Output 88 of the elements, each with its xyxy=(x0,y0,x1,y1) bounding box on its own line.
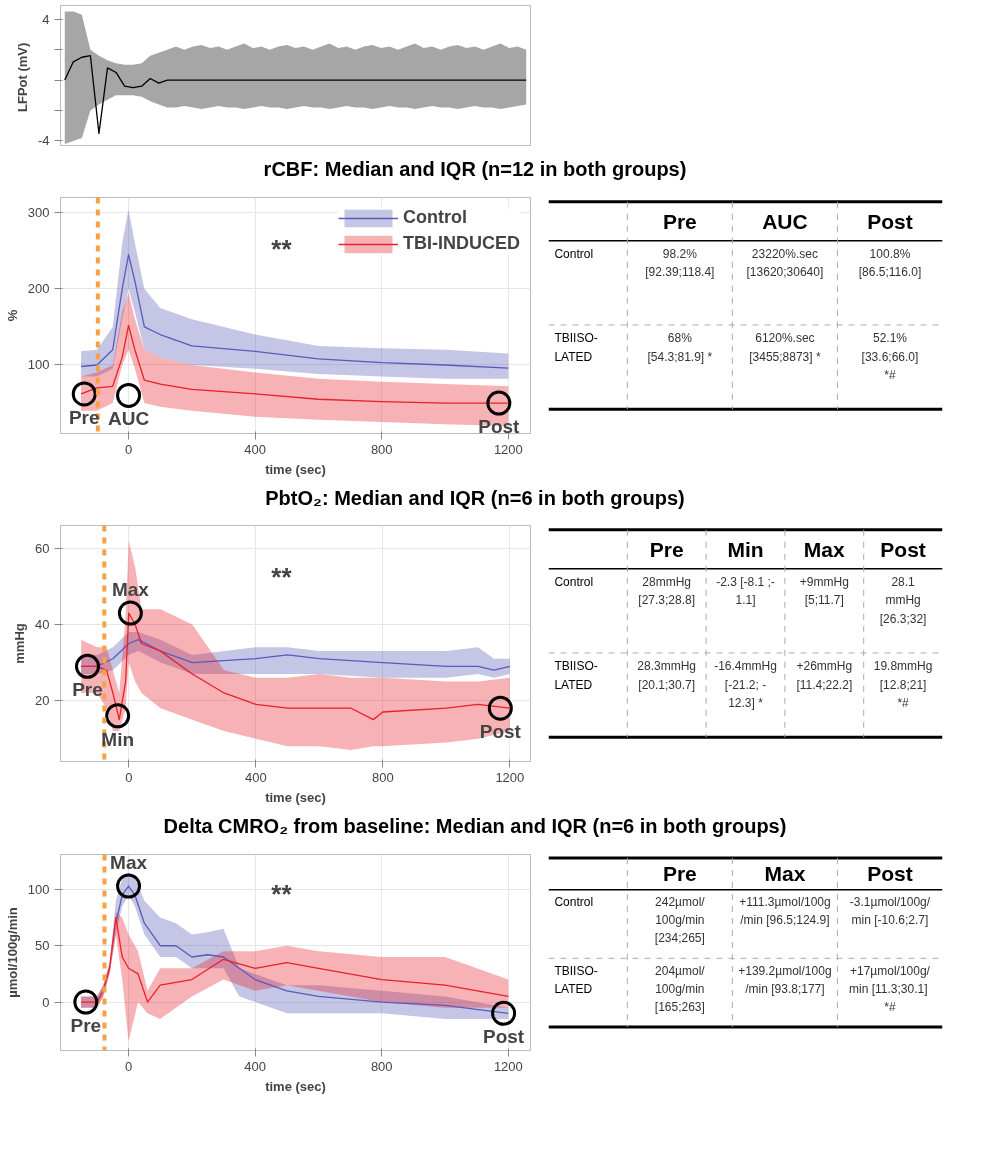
text: +17µmol/100g/ min [11.3;30.1] *# xyxy=(849,963,930,1014)
x-tick-label: 0 xyxy=(124,441,133,457)
text: 98.2% [92.39;118.4] xyxy=(645,246,715,279)
x-tick-label: 1200 xyxy=(495,769,525,785)
text: 100.8% [86.5;116.0] xyxy=(858,246,922,279)
x-tick-label: 800 xyxy=(370,1058,393,1074)
annotation: Pre xyxy=(72,679,103,701)
x-tick-label: 1200 xyxy=(493,441,523,457)
y-axis-title: µmol/100g/min xyxy=(4,906,20,998)
annotation: Min xyxy=(101,728,135,750)
category-label: Pre xyxy=(649,537,684,561)
category-label: Max xyxy=(764,862,806,886)
text: 19.8mmHg [12.8;21] *# xyxy=(873,659,933,710)
annotation: Post xyxy=(479,721,522,743)
annotation: Max xyxy=(111,579,150,601)
y-tick-label: 40 xyxy=(35,617,50,633)
x-tick-label: 800 xyxy=(370,441,393,457)
category-label: Min xyxy=(727,537,764,561)
category-label: TBIISO- LATED xyxy=(554,330,598,364)
text: 28mmHg [27.3;28.8] xyxy=(638,575,696,608)
x-tick-label: 400 xyxy=(244,1058,266,1074)
text: +111.3µmol/100g /min [96.5;124.9] xyxy=(739,894,831,927)
category-label: Pre xyxy=(662,862,697,886)
text: -2.3 [-8.1 ;- 1.1] xyxy=(716,575,775,608)
line-series xyxy=(80,916,509,1003)
legend-label: Control xyxy=(403,207,467,229)
category-label: AUC xyxy=(762,209,808,233)
annotation: AUC xyxy=(107,408,150,429)
text: +139.2µmol/100g /min [93.8;177] xyxy=(738,963,832,996)
category-label: Post xyxy=(867,862,913,886)
y-tick-label: 0 xyxy=(42,994,50,1010)
x-tick-label: 800 xyxy=(371,769,394,785)
y-tick-label: 20 xyxy=(35,693,50,709)
category-label: Max xyxy=(803,537,846,561)
y-tick-label: -4 xyxy=(37,133,50,149)
y-tick-label: 100 xyxy=(27,881,50,897)
chart-title: Delta CMRO₂ from baseline: Median and IQR (n=6 in both groups) xyxy=(163,814,787,840)
y-tick-label: 50 xyxy=(35,937,50,953)
text: -3.1µmol/100g/ min [-10.6;2.7] xyxy=(849,894,931,927)
category-label: Control xyxy=(554,246,594,261)
category-label: Post xyxy=(867,209,913,233)
y-tick-label: 60 xyxy=(35,540,50,556)
line-series xyxy=(80,324,509,404)
category-label: Control xyxy=(554,894,594,909)
category-label: Control xyxy=(554,575,594,590)
annotation: Post xyxy=(478,415,521,437)
category-label: TBIISO- LATED xyxy=(554,963,598,996)
text: -16.4mmHg [-21.2; - 12.3] * xyxy=(714,659,777,710)
y-tick-label: 100 xyxy=(27,357,50,373)
y-tick-label: 4 xyxy=(42,11,50,27)
y-axis-title: mmHg xyxy=(12,623,28,664)
text: +26mmHg [11.4;22.2] xyxy=(796,659,853,692)
text: 6120%.sec [3455;8873] * xyxy=(749,330,821,364)
chart-title: rCBF: Median and IQR (n=12 in both groups) xyxy=(263,157,687,182)
text: 23220%.sec [13620;30640] xyxy=(746,246,824,279)
annotation: ** xyxy=(271,233,293,264)
text: 204µmol/ 100g/min [165;263] xyxy=(654,963,705,1014)
text: 52.1% [33.6;66.0] *# xyxy=(861,330,919,382)
annotation: Pre xyxy=(68,406,100,428)
text: +9mmHg [5;11.7] xyxy=(799,575,849,608)
y-tick-label: 200 xyxy=(27,280,50,296)
annotation: Pre xyxy=(70,1014,102,1036)
text: 68% [54.3;81.9] * xyxy=(647,330,713,364)
line-series xyxy=(80,253,509,369)
annotation: ** xyxy=(271,561,293,592)
x-tick-label: 0 xyxy=(125,769,133,785)
legend-label: TBI-INDUCED xyxy=(403,233,520,255)
x-tick-label: 0 xyxy=(124,1058,133,1074)
category-label: Pre xyxy=(662,209,697,233)
x-axis-title: time (sec) xyxy=(265,789,326,805)
category-label: TBIISO- LATED xyxy=(554,659,598,692)
text: 28.1 mmHg [26.3;32] xyxy=(879,575,927,626)
y-axis-title: % xyxy=(4,308,20,321)
category-label: Post xyxy=(880,537,926,561)
text: 242µmol/ 100g/min [234;265] xyxy=(654,894,705,946)
x-axis-title: time (sec) xyxy=(265,461,326,477)
line-series xyxy=(64,55,527,134)
x-tick-label: 1200 xyxy=(493,1058,523,1074)
annotation: Max xyxy=(110,851,148,873)
x-tick-label: 400 xyxy=(244,769,267,785)
x-tick-label: 400 xyxy=(244,441,266,457)
chart-title: PbtO₂: Median and IQR (n=6 in both groups) xyxy=(265,485,685,511)
text: 28.3mmHg [20.1;30.7] xyxy=(637,659,697,692)
annotation: ** xyxy=(271,879,293,910)
x-axis-title: time (sec) xyxy=(265,1078,326,1094)
y-tick-label: 300 xyxy=(27,204,50,220)
y-axis-title: LFPot (mV) xyxy=(14,42,30,112)
annotation: Post xyxy=(483,1026,525,1048)
